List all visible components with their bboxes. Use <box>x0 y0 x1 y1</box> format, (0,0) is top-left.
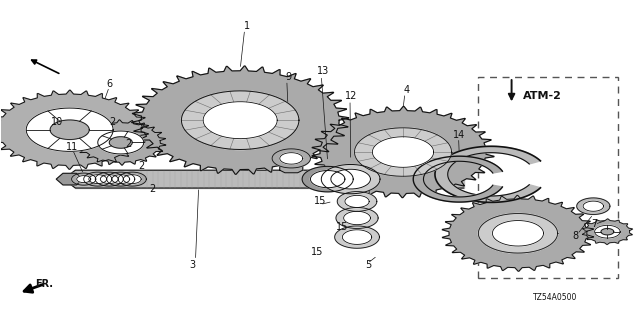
Text: 15: 15 <box>336 222 349 232</box>
Polygon shape <box>181 91 299 149</box>
Polygon shape <box>302 166 353 192</box>
Text: 11: 11 <box>66 142 78 152</box>
Text: 2: 2 <box>150 184 156 194</box>
Text: 3: 3 <box>189 260 195 270</box>
Polygon shape <box>203 102 277 139</box>
Polygon shape <box>337 192 377 211</box>
Polygon shape <box>84 172 112 186</box>
Polygon shape <box>72 173 96 185</box>
Polygon shape <box>50 120 89 140</box>
Polygon shape <box>132 66 349 174</box>
Text: 9: 9 <box>285 72 291 82</box>
Text: 6: 6 <box>106 78 113 89</box>
Polygon shape <box>342 230 372 244</box>
Text: FR.: FR. <box>35 279 53 289</box>
Text: 12: 12 <box>344 91 357 101</box>
Polygon shape <box>107 172 135 186</box>
Polygon shape <box>500 225 536 242</box>
Polygon shape <box>492 220 543 246</box>
Polygon shape <box>582 219 632 244</box>
Polygon shape <box>595 225 620 238</box>
Text: 1: 1 <box>243 21 250 31</box>
Polygon shape <box>100 175 118 184</box>
Polygon shape <box>321 164 380 194</box>
Polygon shape <box>355 128 452 176</box>
Polygon shape <box>280 155 303 173</box>
Polygon shape <box>345 196 369 207</box>
Polygon shape <box>77 176 91 183</box>
Polygon shape <box>76 120 166 165</box>
Polygon shape <box>381 141 424 163</box>
Polygon shape <box>331 169 371 189</box>
Polygon shape <box>601 228 614 235</box>
Polygon shape <box>109 137 132 148</box>
Polygon shape <box>272 149 310 168</box>
Polygon shape <box>89 175 107 184</box>
Polygon shape <box>181 91 299 149</box>
Polygon shape <box>118 172 147 186</box>
Text: 4: 4 <box>403 85 409 95</box>
Polygon shape <box>56 173 83 185</box>
Polygon shape <box>98 131 144 154</box>
Polygon shape <box>577 198 610 214</box>
Polygon shape <box>312 107 494 197</box>
Polygon shape <box>583 201 604 211</box>
Polygon shape <box>355 128 452 176</box>
Text: 2: 2 <box>125 139 132 149</box>
Polygon shape <box>335 226 380 248</box>
Polygon shape <box>280 153 303 164</box>
Polygon shape <box>68 170 76 188</box>
Text: 15: 15 <box>310 247 323 257</box>
Polygon shape <box>442 196 594 271</box>
Polygon shape <box>336 207 378 228</box>
Polygon shape <box>478 213 557 253</box>
Polygon shape <box>26 108 113 151</box>
Polygon shape <box>435 146 540 202</box>
Polygon shape <box>216 108 265 132</box>
Text: TZ54A0500: TZ54A0500 <box>533 292 577 301</box>
Polygon shape <box>478 213 557 253</box>
Text: ATM-2: ATM-2 <box>523 91 562 101</box>
Polygon shape <box>124 175 141 184</box>
Polygon shape <box>413 156 502 202</box>
Polygon shape <box>344 211 371 225</box>
Text: 13: 13 <box>317 66 330 76</box>
Text: 2: 2 <box>109 117 116 127</box>
Polygon shape <box>112 175 130 184</box>
Text: 10: 10 <box>51 117 63 127</box>
Text: 14: 14 <box>453 130 465 140</box>
Text: 5: 5 <box>365 260 371 270</box>
Polygon shape <box>95 172 124 186</box>
Text: 2: 2 <box>138 161 144 172</box>
Polygon shape <box>0 90 148 169</box>
Text: 8: 8 <box>572 231 579 242</box>
Polygon shape <box>310 171 345 188</box>
Polygon shape <box>372 137 434 167</box>
Bar <box>478 77 618 278</box>
Polygon shape <box>76 170 464 188</box>
Text: 7: 7 <box>591 219 598 229</box>
Text: 15: 15 <box>314 196 326 206</box>
